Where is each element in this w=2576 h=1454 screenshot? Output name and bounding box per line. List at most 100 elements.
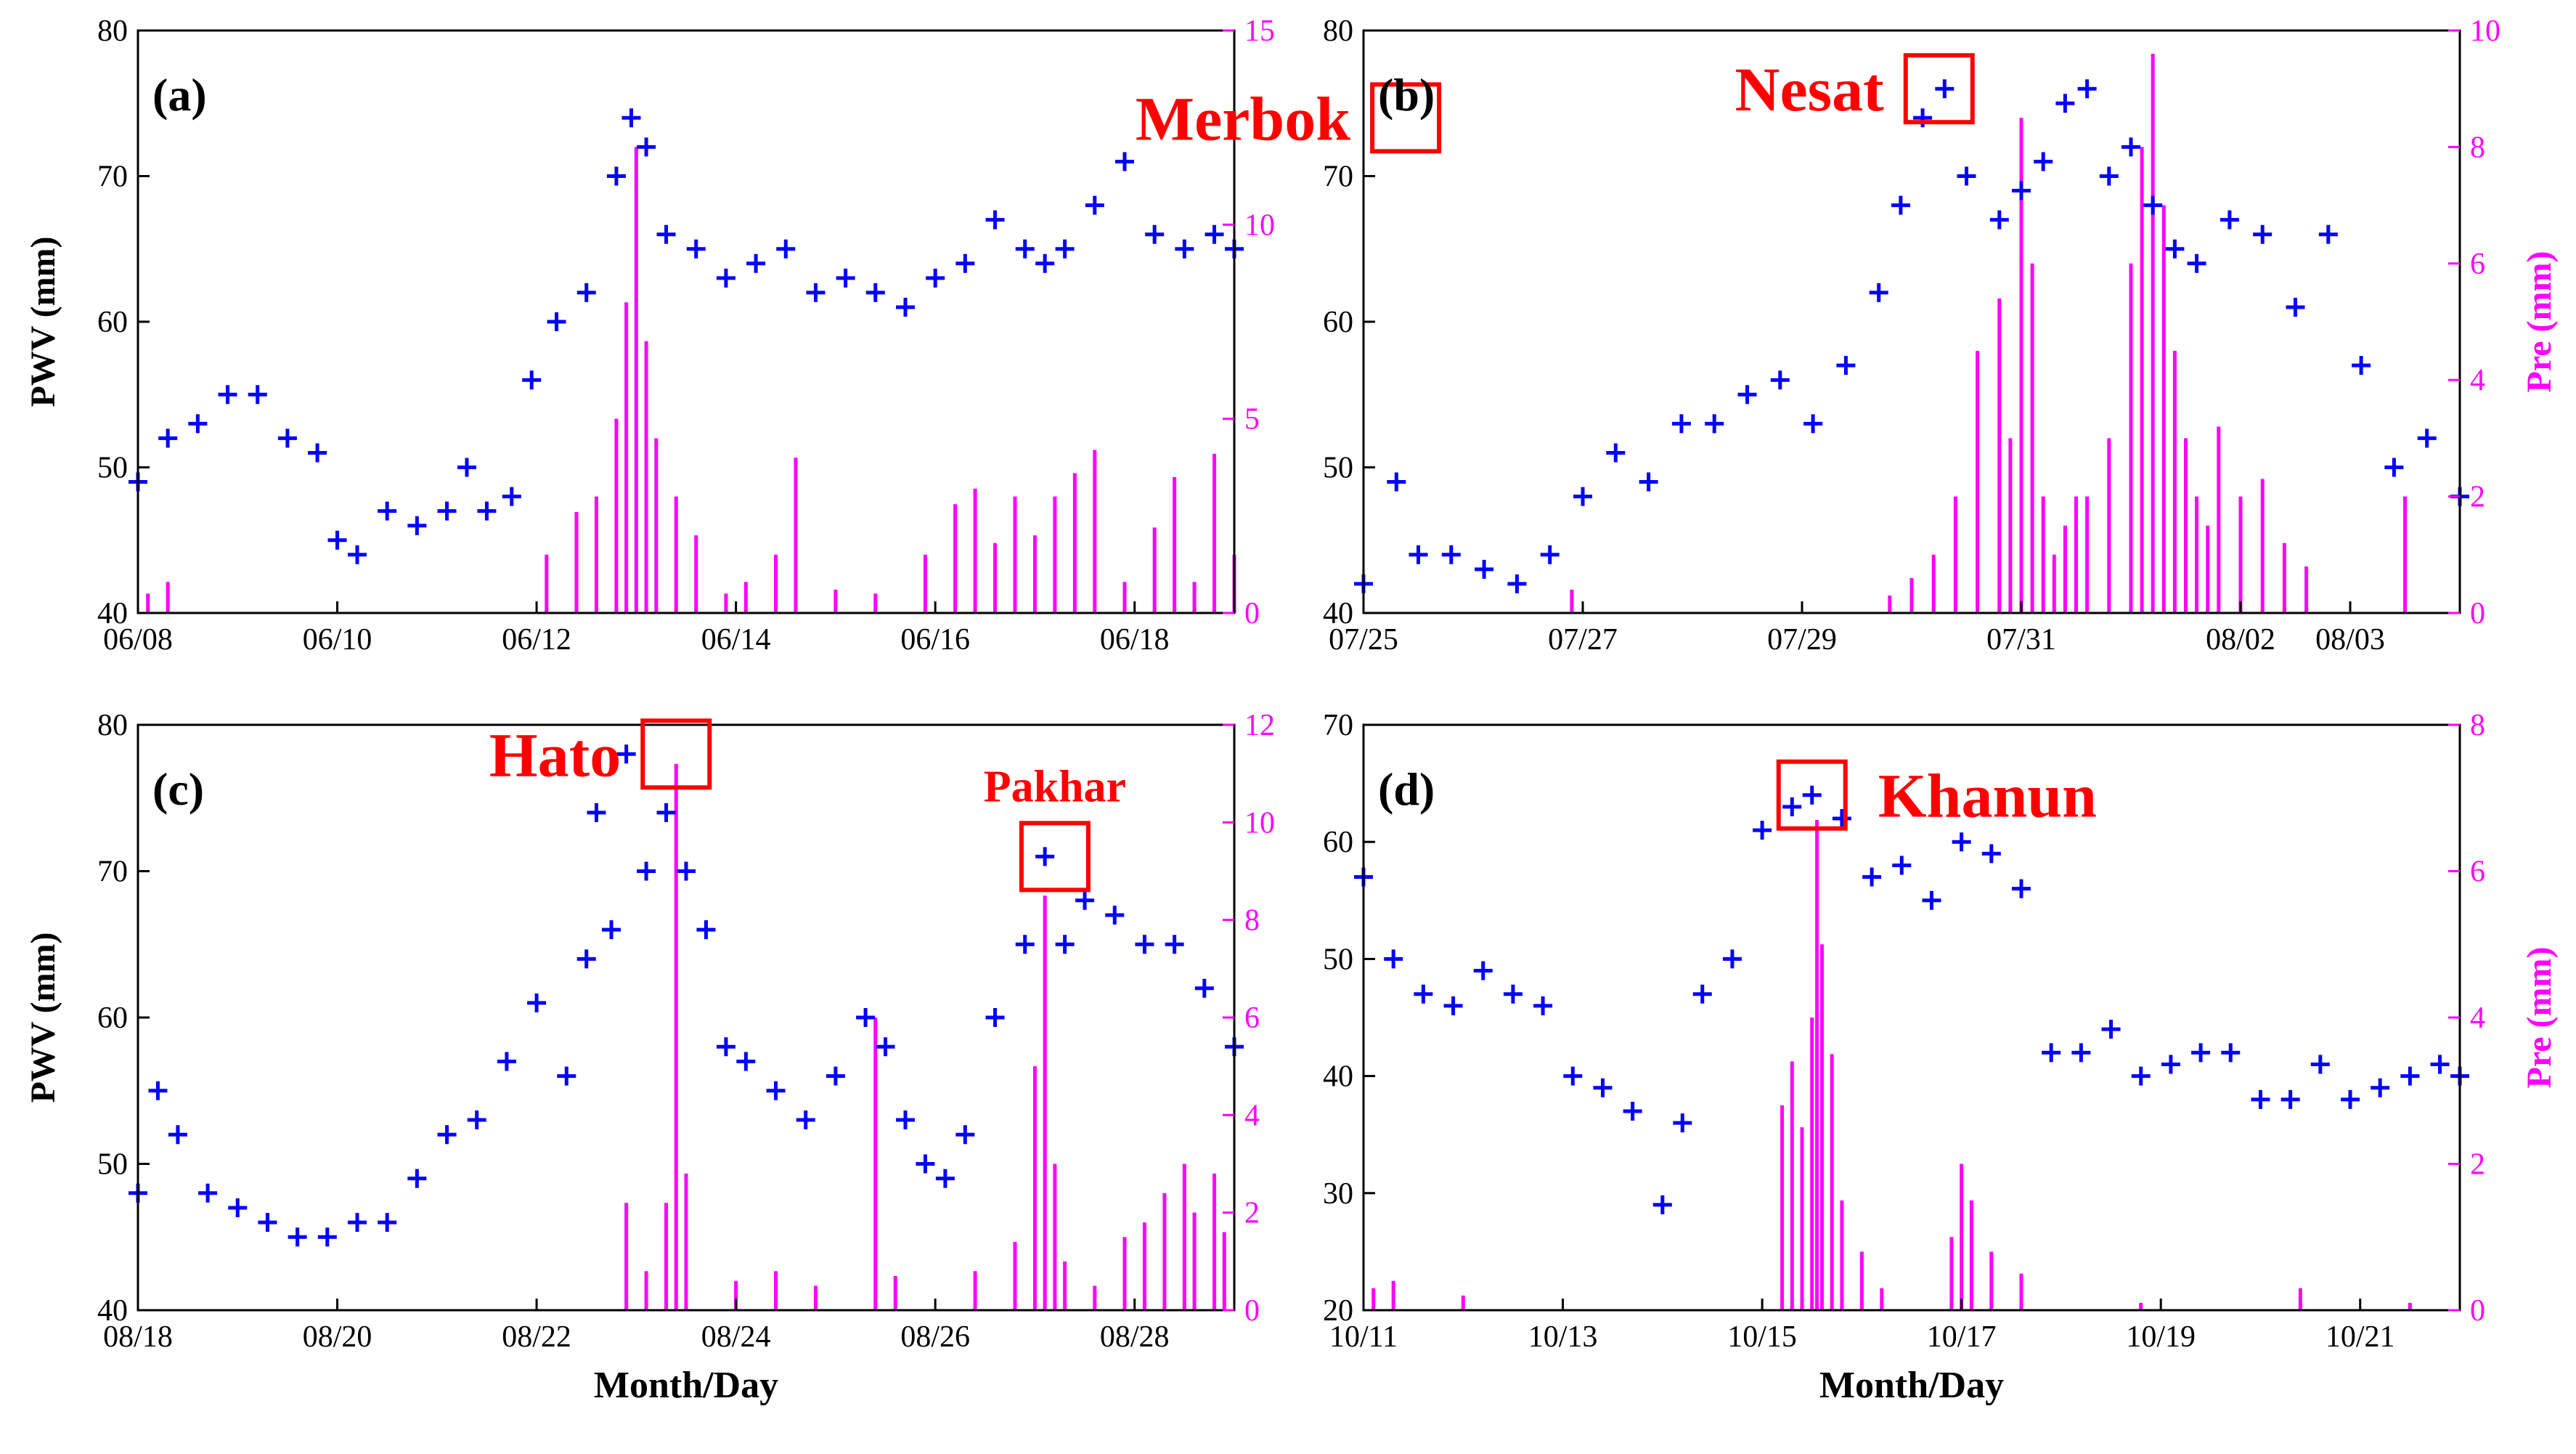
pwv-point [1503, 984, 1523, 1004]
typhoon-box [1903, 53, 1975, 125]
ytick-right-label: 0 [1244, 1294, 1260, 1328]
pwv-point [1145, 224, 1165, 244]
typhoon-box [1776, 759, 1848, 831]
ytick-left-label: 50 [1323, 452, 1353, 485]
pwv-point [288, 1227, 307, 1247]
pwv-point [327, 530, 347, 550]
pwv-point [2310, 1055, 2330, 1074]
typhoon-label: Pakhar [984, 762, 1126, 811]
pwv-point [1652, 1195, 1672, 1214]
pwv-point [1573, 487, 1592, 506]
pwv-point [2187, 253, 2206, 273]
pwv-point [935, 1169, 955, 1188]
ytick-right-label: 12 [1244, 709, 1275, 742]
ytick-left-label: 40 [97, 597, 128, 630]
pwv-point [656, 803, 676, 822]
pwv-point [896, 297, 915, 317]
pwv-point [1692, 984, 1712, 1004]
pwv-point [602, 920, 621, 940]
xtick-label: 08/18 [103, 1320, 173, 1354]
pwv-point [317, 1227, 337, 1247]
pwv-point [955, 253, 975, 273]
ytick-right-label: 10 [1244, 208, 1275, 242]
xtick-label: 08/02 [2206, 623, 2275, 657]
ylabel-left: PWV (mm) [24, 932, 62, 1102]
pwv-point [1832, 808, 1851, 828]
typhoon-label: Hato [489, 720, 621, 789]
pwv-point [736, 1052, 756, 1071]
ytick-left-label: 70 [1323, 161, 1353, 194]
pwv-point [2099, 166, 2119, 186]
pwv-point [2121, 137, 2140, 157]
pwv-point [1623, 1101, 1642, 1121]
pwv-point [2012, 879, 2031, 898]
pwv-point [1803, 414, 1823, 434]
pwv-point [796, 1110, 815, 1130]
pwv-point [2165, 239, 2185, 259]
pwv-point [2384, 458, 2404, 477]
pwv-point [616, 744, 636, 764]
ytick-left-label: 70 [97, 856, 128, 889]
pwv-point [2220, 210, 2239, 230]
ytick-right-label: 6 [1244, 1002, 1260, 1035]
pwv-point [1540, 545, 1560, 564]
pwv-point [696, 920, 716, 940]
ytick-right-label: 2 [2470, 1148, 2485, 1182]
pwv-point [746, 253, 766, 273]
pwv-point [621, 108, 641, 128]
pwv-point [856, 1008, 876, 1027]
pwv-point [188, 414, 208, 434]
pwv-point [502, 487, 521, 506]
pwv-point [1722, 949, 1742, 969]
pwv-point [1075, 890, 1095, 910]
pwv-point [2352, 356, 2371, 375]
xtick-label: 10/21 [2326, 1320, 2395, 1354]
pwv-point [1135, 935, 1154, 954]
pwv-point [955, 1125, 975, 1145]
ylabel-right: Pre (mm) [2520, 251, 2559, 393]
ytick-left-label: 40 [1323, 597, 1353, 630]
pwv-point [1441, 545, 1461, 564]
xtick-label: 08/28 [1100, 1320, 1170, 1354]
pwv-point [2253, 224, 2273, 244]
typhoon-label: Nesat [1735, 54, 1884, 124]
ytick-left-label: 60 [1323, 826, 1353, 859]
pwv-point [497, 1052, 516, 1071]
pwv-point [1015, 239, 1035, 259]
pwv-point [1115, 152, 1134, 171]
pwv-point [1981, 844, 2001, 864]
ytick-left-label: 20 [1323, 1294, 1353, 1328]
pwv-point [826, 1066, 845, 1086]
xtick-label: 08/03 [2315, 623, 2385, 657]
pwv-point [1443, 996, 1463, 1015]
pwv-point [1015, 935, 1035, 954]
panel-label: (d) [1378, 763, 1435, 815]
pwv-point [1473, 961, 1493, 980]
ytick-right-label: 8 [1244, 904, 1260, 938]
pwv-point [2430, 1055, 2450, 1074]
pwv-point [547, 312, 566, 331]
pwv-point [766, 1081, 786, 1100]
ytick-right-label: 15 [1244, 15, 1275, 48]
pwv-point [1414, 984, 1433, 1004]
pwv-point [1836, 356, 1856, 375]
pwv-point [1507, 574, 1527, 593]
xtick-label: 06/18 [1100, 623, 1170, 657]
xtick-label: 08/22 [502, 1320, 571, 1354]
xlabel: Month/Day [1819, 1365, 2004, 1406]
pwv-point [2400, 1066, 2420, 1086]
pwv-point [2101, 1020, 2121, 1039]
pwv-point [1892, 856, 1912, 875]
panel-4: 20 30 40 50 60 70 0 2 4 6 8 10/11 10/13 10/15 10/17 10/… [1323, 709, 2559, 1406]
pwv-point [522, 370, 542, 390]
pwv-point [258, 1213, 277, 1232]
pwv-point [168, 1125, 187, 1145]
typhoon-label: Khanun [1878, 761, 2097, 831]
pwv-point [776, 239, 796, 259]
pwv-point [1563, 1066, 1583, 1086]
ytick-right-label: 0 [1244, 597, 1260, 630]
pwv-point [985, 1008, 1005, 1027]
ytick-left-label: 80 [1323, 15, 1353, 48]
xtick-label: 07/25 [1329, 623, 1398, 657]
panel-label: (b) [1378, 69, 1435, 121]
